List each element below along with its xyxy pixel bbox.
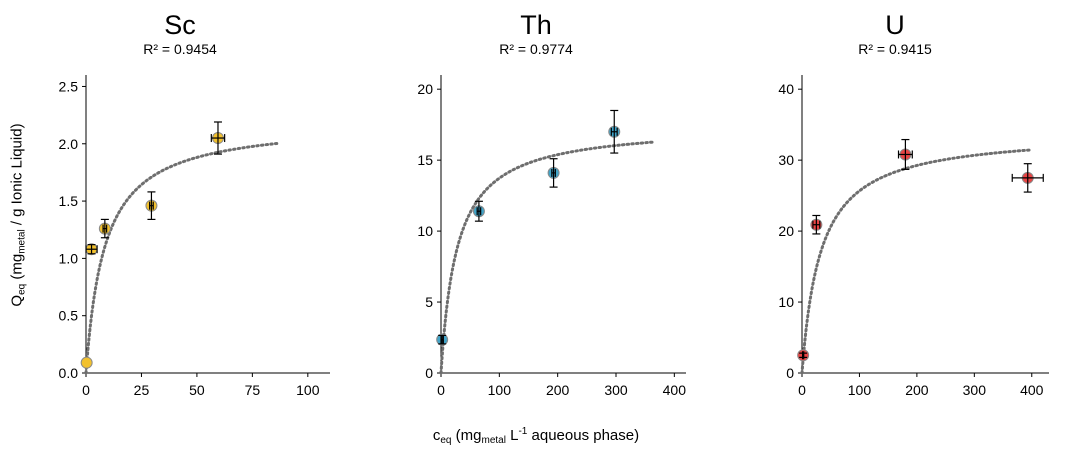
x-axis-label: ceq (mgmetal L-1 aqueous phase) xyxy=(432,426,640,446)
th-y-tick-label: 5 xyxy=(425,294,433,310)
sc-y-tick-label: 2.5 xyxy=(59,78,79,94)
sc-data-point xyxy=(80,356,93,369)
u-x-tick-label: 0 xyxy=(798,382,806,398)
th-chart-title: Th xyxy=(520,10,552,40)
u-y-tick-label: 20 xyxy=(778,223,794,239)
sc-x-tick-label: 100 xyxy=(296,382,320,398)
sc-y-tick-label: 0.0 xyxy=(59,365,79,381)
th-x-tick-label: 300 xyxy=(604,382,628,398)
sc-y-tick-label: 2.0 xyxy=(59,136,79,152)
u-y-tick-label: 10 xyxy=(778,294,794,310)
th-fit-curve xyxy=(439,140,656,375)
sc-x-tick-label: 25 xyxy=(134,382,150,398)
sc-x-tick-label: 75 xyxy=(245,382,261,398)
u-y-tick-label: 40 xyxy=(778,81,794,97)
sc-y-tick-label: 0.5 xyxy=(59,308,79,324)
th-x-tick-label: 100 xyxy=(488,382,512,398)
sc-fit-curve xyxy=(84,141,279,375)
u-x-tick-label: 400 xyxy=(1020,382,1044,398)
th-y-tick-label: 15 xyxy=(417,152,433,168)
sc-x-tick-label: 50 xyxy=(189,382,205,398)
th-y-tick-label: 20 xyxy=(417,81,433,97)
u-x-tick-label: 300 xyxy=(963,382,987,398)
th-x-tick-label: 200 xyxy=(546,382,570,398)
u-y-tick-label: 30 xyxy=(778,152,794,168)
u-fit-curve xyxy=(800,148,1034,375)
th-x-tick-label: 0 xyxy=(437,382,445,398)
sc-y-tick-label: 1.5 xyxy=(59,193,79,209)
u-x-tick-label: 100 xyxy=(848,382,872,398)
sc-x-tick-label: 0 xyxy=(82,382,90,398)
sc-chart-title: Sc xyxy=(164,10,196,40)
th-y-tick-label: 10 xyxy=(417,223,433,239)
y-axis-label: Qeq (mgmetal / g Ionic Liquid) xyxy=(8,123,28,307)
sc-r-squared: R² = 0.9454 xyxy=(143,41,217,57)
u-y-tick-label: 0 xyxy=(786,365,794,381)
th-y-tick-label: 0 xyxy=(425,365,433,381)
u-x-tick-label: 200 xyxy=(905,382,929,398)
sc-y-tick-label: 1.0 xyxy=(59,250,79,266)
th-x-tick-label: 400 xyxy=(663,382,687,398)
u-chart-title: U xyxy=(885,10,905,40)
th-r-squared: R² = 0.9774 xyxy=(499,41,573,57)
u-r-squared: R² = 0.9415 xyxy=(858,41,932,57)
